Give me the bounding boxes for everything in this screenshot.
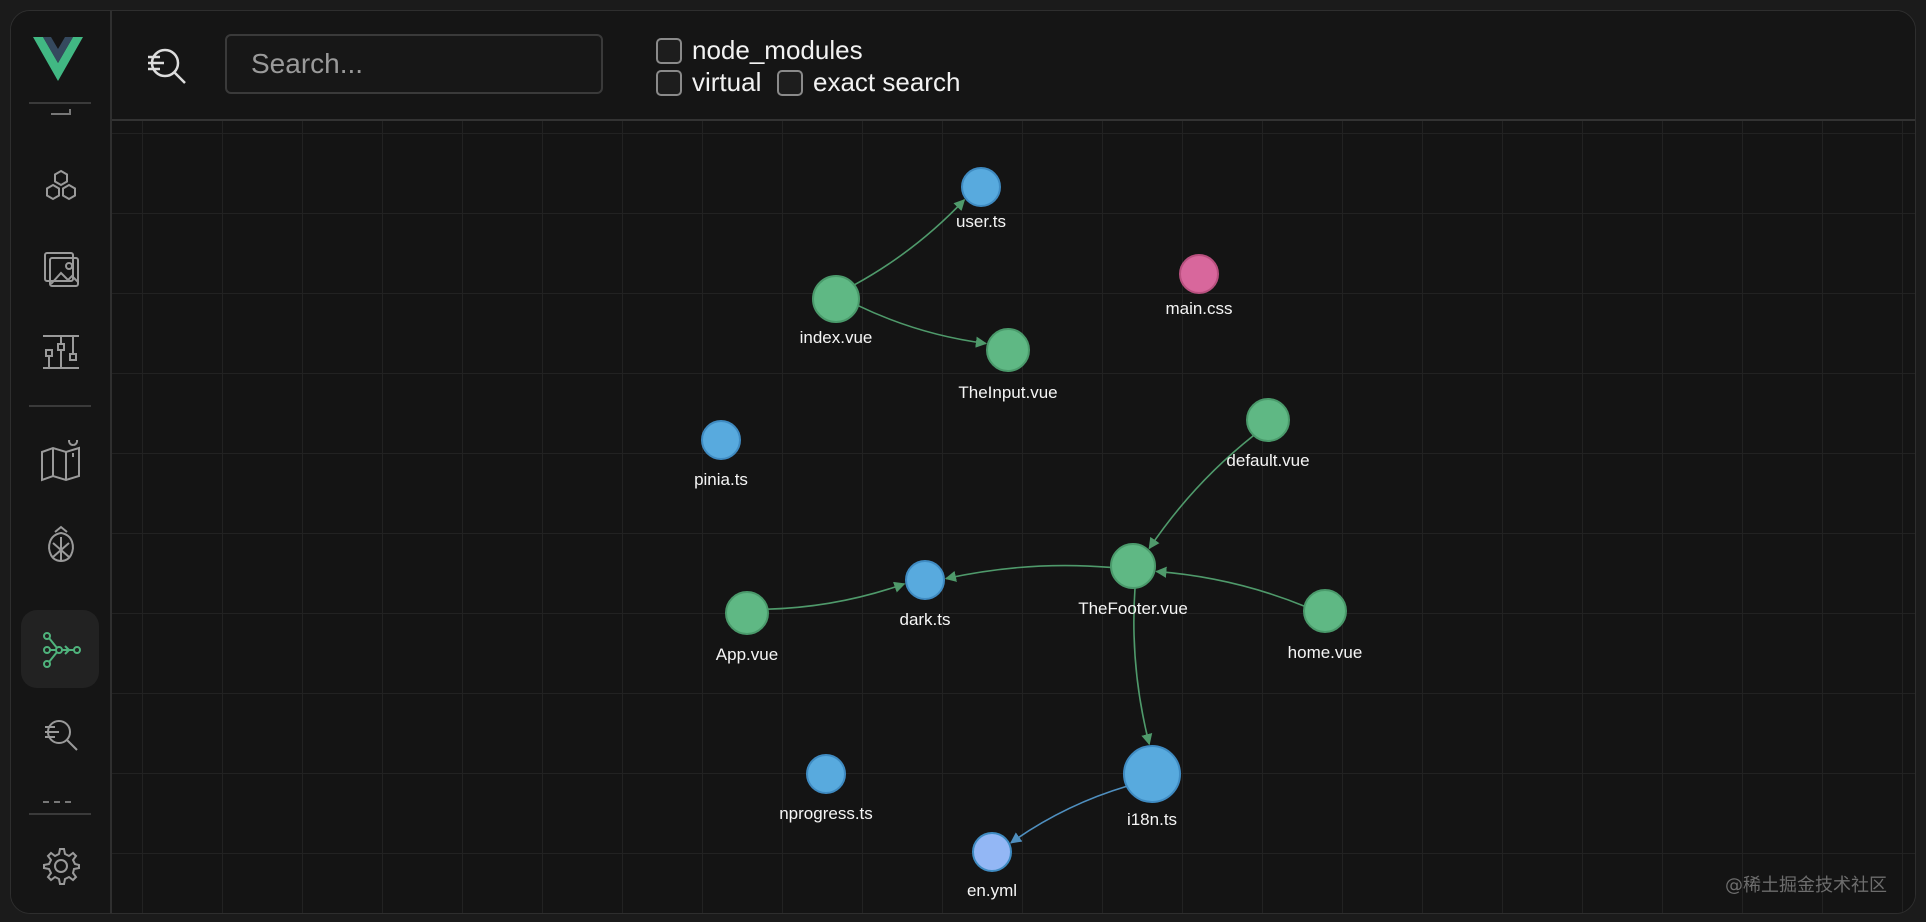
graph-node-label: TheFooter.vue bbox=[1078, 599, 1188, 618]
graph-icon bbox=[42, 632, 81, 668]
graph-node[interactable]: en.yml bbox=[967, 832, 1017, 900]
graph-node-circle[interactable] bbox=[1246, 398, 1290, 442]
graph-node-label: i18n.ts bbox=[1127, 810, 1177, 829]
graph-node-label: main.css bbox=[1165, 299, 1232, 318]
graph-canvas[interactable]: user.ts main.css index.vue TheInput.vue defa… bbox=[112, 121, 1915, 913]
graph-node[interactable]: nprogress.ts bbox=[779, 754, 873, 823]
graph-node[interactable]: home.vue bbox=[1288, 589, 1363, 662]
graph-node-circle[interactable] bbox=[1303, 589, 1347, 633]
graph-edge bbox=[1009, 785, 1128, 844]
watermark: @稀土掘金技术社区 bbox=[1725, 875, 1887, 896]
graph-node-circle[interactable] bbox=[961, 167, 1001, 207]
graph-node-label: App.vue bbox=[716, 645, 778, 664]
graph-node-label: dark.ts bbox=[899, 610, 950, 629]
scroll-hint-icon bbox=[51, 109, 71, 115]
virtual-checkbox[interactable] bbox=[656, 69, 682, 96]
sidebar-item-pinia[interactable] bbox=[11, 513, 110, 577]
sidebar-item-components[interactable] bbox=[11, 155, 110, 219]
sidebar-item-settings[interactable] bbox=[11, 834, 110, 898]
filter-label: exact search bbox=[813, 67, 961, 97]
filter-node-modules[interactable]: node_modules bbox=[656, 35, 863, 66]
graph-node[interactable]: user.ts bbox=[956, 167, 1006, 231]
routes-map-icon bbox=[40, 440, 80, 482]
graph-edge bbox=[853, 199, 966, 286]
sidebar-divider bbox=[29, 102, 91, 104]
graph-node-circle[interactable] bbox=[972, 832, 1012, 872]
graph-node-circle[interactable] bbox=[701, 420, 741, 460]
sidebar-divider bbox=[29, 813, 91, 815]
pinia-icon bbox=[47, 525, 74, 562]
graph-node[interactable]: default.vue bbox=[1226, 398, 1310, 470]
graph-node[interactable]: TheInput.vue bbox=[958, 328, 1058, 402]
sidebar-item-graph[interactable] bbox=[11, 610, 110, 688]
filter-label: node_modules bbox=[692, 35, 863, 65]
filter-exact-search[interactable]: exact search bbox=[777, 67, 960, 98]
components-icon bbox=[45, 169, 76, 201]
graph-node-label: index.vue bbox=[800, 328, 873, 347]
graph-node-label: user.ts bbox=[956, 212, 1006, 231]
graph-node-label: en.yml bbox=[967, 881, 1017, 900]
graph-nodes: user.ts main.css index.vue TheInput.vue defa… bbox=[694, 167, 1363, 900]
search-input[interactable] bbox=[225, 34, 603, 94]
active-item-background bbox=[21, 610, 99, 688]
graph-node[interactable]: main.css bbox=[1165, 254, 1233, 318]
settings-icon bbox=[42, 848, 80, 885]
graph-node-circle[interactable] bbox=[1123, 745, 1181, 803]
sidebar-divider bbox=[29, 405, 91, 407]
graph-node-circle[interactable] bbox=[812, 275, 860, 323]
graph-node[interactable]: index.vue bbox=[800, 275, 873, 347]
filter-label: virtual bbox=[692, 67, 762, 97]
graph-edges bbox=[767, 199, 1305, 844]
sidebar bbox=[11, 11, 112, 913]
sidebar-item-assets[interactable] bbox=[11, 237, 110, 301]
graph-edge bbox=[1155, 566, 1305, 607]
graph-node-circle[interactable] bbox=[986, 328, 1030, 372]
graph-node-circle[interactable] bbox=[1110, 543, 1156, 589]
graph-node-label: TheInput.vue bbox=[958, 383, 1057, 402]
graph-node[interactable]: App.vue bbox=[716, 591, 778, 664]
inspect-icon bbox=[44, 720, 78, 751]
app-window: node_modules virtual exact search user.t… bbox=[10, 10, 1916, 914]
graph-edge bbox=[944, 564, 1112, 582]
graph-node[interactable]: dark.ts bbox=[899, 560, 951, 629]
graph-node-circle[interactable] bbox=[806, 754, 846, 794]
vue-logo-icon[interactable] bbox=[33, 37, 83, 81]
exact-search-checkbox[interactable] bbox=[777, 69, 803, 96]
node-modules-checkbox[interactable] bbox=[656, 37, 682, 64]
module-graph[interactable]: user.ts main.css index.vue TheInput.vue defa… bbox=[112, 121, 1915, 913]
sidebar-item-inspect[interactable] bbox=[11, 702, 110, 766]
search-icon[interactable] bbox=[142, 41, 190, 89]
graph-toolbar: node_modules virtual exact search bbox=[112, 11, 1915, 121]
graph-node-circle[interactable] bbox=[1179, 254, 1219, 294]
timeline-icon bbox=[42, 335, 79, 369]
sidebar-item-timeline[interactable] bbox=[11, 320, 110, 384]
graph-edge bbox=[767, 581, 906, 610]
graph-edge bbox=[1133, 587, 1153, 746]
sidebar-item-routes[interactable] bbox=[11, 430, 110, 494]
graph-node-circle[interactable] bbox=[725, 591, 769, 635]
graph-edge bbox=[1148, 434, 1255, 550]
graph-node[interactable]: i18n.ts bbox=[1123, 745, 1181, 829]
filter-virtual[interactable]: virtual bbox=[656, 67, 761, 98]
graph-node-label: nprogress.ts bbox=[779, 804, 873, 823]
graph-edge bbox=[857, 304, 988, 348]
assets-icon bbox=[43, 252, 79, 287]
graph-node-label: pinia.ts bbox=[694, 470, 748, 489]
scroll-hint-icon bbox=[43, 801, 71, 811]
graph-node-label: default.vue bbox=[1226, 451, 1309, 470]
graph-node-label: home.vue bbox=[1288, 643, 1363, 662]
graph-node[interactable]: pinia.ts bbox=[694, 420, 748, 489]
graph-node[interactable]: TheFooter.vue bbox=[1078, 543, 1188, 618]
graph-node-circle[interactable] bbox=[905, 560, 945, 600]
